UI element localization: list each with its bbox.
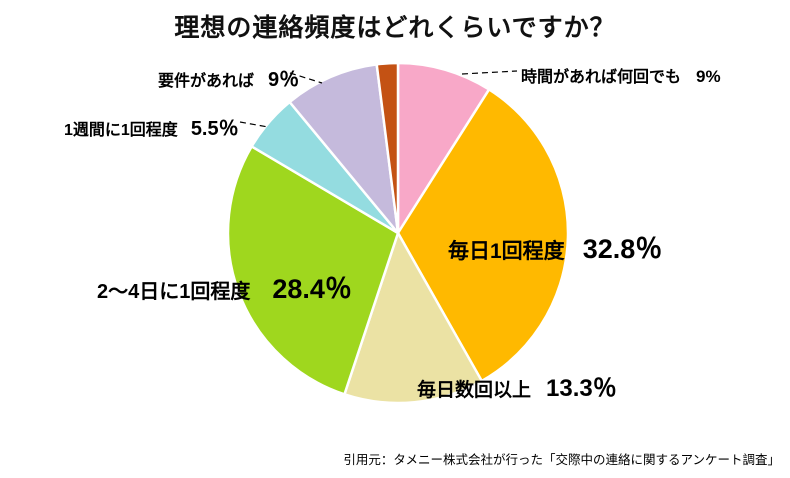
pie-slice-1 xyxy=(396,88,570,383)
leader-line xyxy=(289,72,323,84)
source-attribution: 引用元：タメニー株式会社が行った「交際中の連絡に関するアンケート調査」 xyxy=(343,453,780,467)
slice-label-once-a-day: 毎日1回程度 32.8％ xyxy=(448,227,662,266)
slice-label-text: 2〜4日に1回程度 xyxy=(97,281,251,303)
slice-label-text: 毎日1回程度 xyxy=(448,240,565,263)
slice-label-value: 5.5％ xyxy=(190,118,239,140)
slice-label-text: 毎日数回以上 xyxy=(417,380,532,401)
leader-line xyxy=(461,70,518,75)
pie-slice-6 xyxy=(375,61,400,235)
slice-label-when-needed: 要件があれば 9％ xyxy=(158,63,299,92)
pie-slice-2 xyxy=(343,231,484,405)
slice-label-every-2-4-days: 2〜4日に1回程度 28.4％ xyxy=(97,267,352,306)
slice-label-several-times-a-day: 毎日数回以上 13.3％ xyxy=(417,368,617,403)
slice-label-value: 28.4％ xyxy=(272,274,352,304)
pie-slice-5 xyxy=(288,63,400,235)
slice-label-once-a-week: 1週間に1回程度 5.5％ xyxy=(64,112,239,141)
slice-label-value: 9％ xyxy=(268,69,300,91)
slice-label-text: 時間があれば何回でも xyxy=(521,69,682,86)
leader-line xyxy=(239,121,269,128)
slice-label-text: 要件があれば xyxy=(158,73,255,90)
slice-label-text: 1週間に1回程度 xyxy=(64,122,178,139)
pie-slice-0 xyxy=(396,61,491,235)
slice-label-anytime: 時間があれば何回でも 9% xyxy=(521,63,721,87)
slice-label-value: 9% xyxy=(696,67,721,86)
slice-label-value: 13.3％ xyxy=(546,375,617,402)
chart-title: 理想の連絡頻度はどれくらいですか？ xyxy=(174,14,616,42)
slice-label-value: 32.8％ xyxy=(582,234,663,264)
